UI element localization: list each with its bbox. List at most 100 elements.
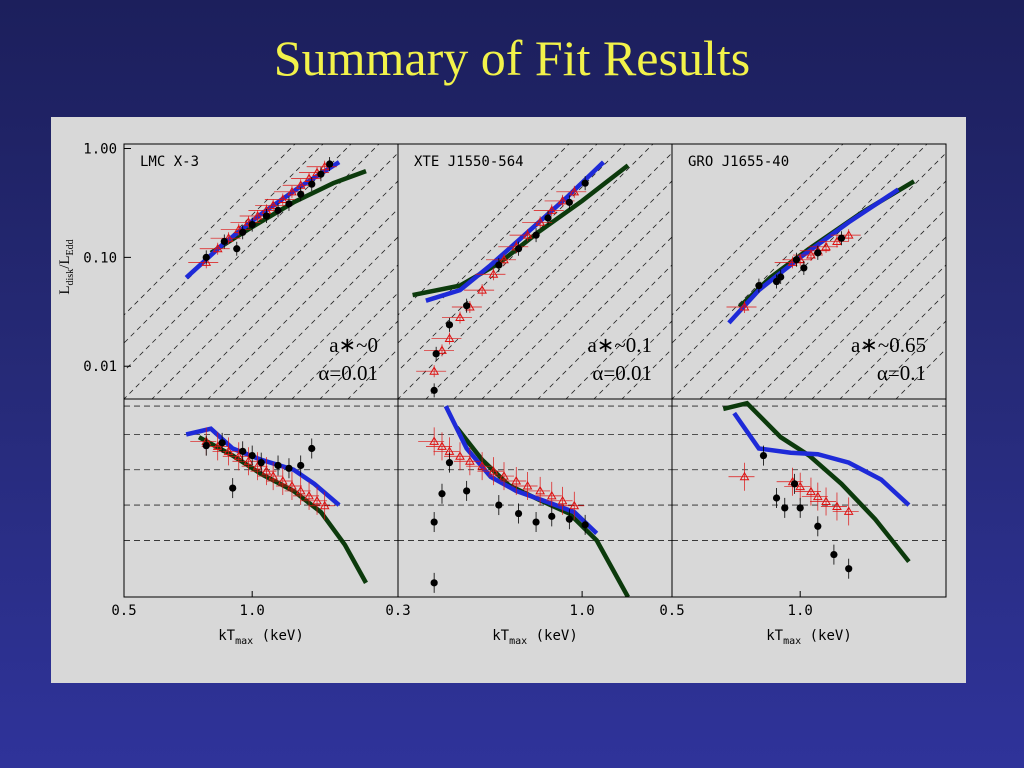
reference-line: [398, 144, 598, 344]
alpha-annotation: α=0.01: [318, 361, 378, 385]
data-triangle: [444, 333, 455, 342]
data-point: [233, 245, 241, 253]
reference-line: [347, 348, 398, 399]
reference-line: [565, 292, 672, 399]
data-triangle: [268, 200, 279, 209]
spin-annotation: a∗~0.1: [587, 333, 652, 357]
data-point: [432, 350, 440, 358]
residual-triangle: [739, 471, 750, 481]
panel-frame-bottom: [671, 398, 947, 598]
residual-point: [430, 579, 438, 587]
data-point: [239, 228, 247, 236]
spin-annotation: a∗~0: [329, 333, 378, 357]
reference-line: [207, 208, 398, 399]
data-triangle: [304, 173, 314, 183]
data-triangle: [455, 312, 465, 322]
residual-point: [202, 442, 210, 450]
fit-results-figure: LMC X-3 a∗~0 α=0.01 0.5 1.0 kTmax (keV) XTE J1…: [57, 142, 947, 647]
data-point: [202, 253, 210, 261]
reference-line: [263, 264, 398, 399]
residual-triangle: [488, 466, 499, 475]
reference-line: [672, 144, 844, 316]
residual-triangle: [832, 501, 842, 510]
residual-triangle: [477, 461, 487, 470]
reference-lines: [398, 144, 672, 399]
residual-triangle: [511, 476, 522, 485]
residual-triangle: [243, 456, 254, 465]
residual-point: [438, 490, 446, 498]
data-triangle: [546, 205, 557, 214]
data-triangle: [843, 230, 854, 239]
x-tick-label: 1.0: [240, 603, 265, 619]
residual-triangle: [812, 491, 823, 501]
residual-point: [257, 459, 265, 467]
residual-point: [514, 509, 523, 518]
reference-line: [398, 144, 570, 316]
reference-line: [699, 152, 946, 399]
data-triangle: [739, 301, 750, 311]
reference-line: [867, 320, 946, 399]
data-point: [326, 160, 334, 168]
data-triangle: [233, 224, 244, 234]
data-point: [581, 179, 589, 187]
data-triangle: [557, 195, 568, 205]
reference-line: [755, 208, 946, 399]
residual-point: [796, 504, 804, 512]
residual-triangle: [268, 471, 279, 480]
residual-triangle: [295, 485, 306, 495]
residual-point: [790, 480, 799, 488]
residual-triangle: [287, 480, 297, 490]
residual-triangle: [843, 506, 854, 515]
reference-line: [179, 180, 398, 399]
residual-point: [845, 565, 853, 573]
x-tick-label: 0.3: [385, 603, 410, 619]
panel-label: XTE J1550-564: [414, 154, 524, 170]
reference-line: [425, 152, 672, 399]
residual-point: [445, 459, 454, 467]
data-point: [430, 386, 438, 394]
data-point: [274, 206, 282, 215]
data-point: [792, 256, 801, 264]
residual-triangle: [261, 466, 272, 475]
figure-panel: LMC X-3 a∗~0 α=0.01 0.5 1.0 kTmax (keV) XTE J1…: [51, 117, 966, 683]
reference-line: [124, 144, 352, 372]
data-point: [317, 170, 325, 178]
panel-2: GRO J1655-40 a∗~0.65 α=0.1 0.5 1.0 kTmax (keV…: [659, 143, 947, 647]
data-point: [445, 321, 454, 329]
panel-label: LMC X-3: [140, 154, 199, 170]
residual-point: [830, 550, 838, 559]
data-triangle: [429, 366, 440, 375]
data-point: [565, 198, 573, 206]
reference-line: [398, 144, 626, 372]
data-triangle: [522, 230, 533, 239]
x-axis-label: kTmax (keV): [218, 628, 304, 647]
residual-point: [565, 515, 573, 523]
data-point: [308, 180, 316, 188]
residual-triangle: [212, 441, 223, 450]
reference-line: [783, 236, 946, 399]
residual-point: [308, 444, 316, 453]
residual-reference-lines: [398, 405, 672, 541]
residual-triangle: [465, 456, 475, 465]
reference-line: [672, 144, 900, 372]
x-tick-label: 0.5: [111, 603, 136, 619]
residual-green-line: [197, 435, 368, 584]
residual-triangle: [455, 451, 465, 460]
residual-point: [772, 494, 781, 502]
residuals: [418, 405, 630, 597]
data-triangle: [201, 257, 212, 266]
residual-triangle: [304, 490, 314, 500]
panel-1: XTE J1550-564 a∗~0.1 α=0.01 0.3 1.0 kTmax (ke…: [385, 143, 673, 647]
data-point: [514, 245, 523, 253]
data-triangle: [212, 243, 223, 253]
residual-point: [548, 512, 556, 520]
data-triangle: [569, 186, 580, 196]
reference-line: [124, 144, 296, 316]
residual-triangle: [569, 500, 580, 510]
data-triangle: [488, 269, 499, 278]
residual-triangle: [437, 441, 447, 450]
reference-line: [537, 264, 672, 399]
residual-triangle: [546, 490, 557, 500]
data-top: [188, 157, 337, 269]
data-point: [220, 237, 228, 246]
